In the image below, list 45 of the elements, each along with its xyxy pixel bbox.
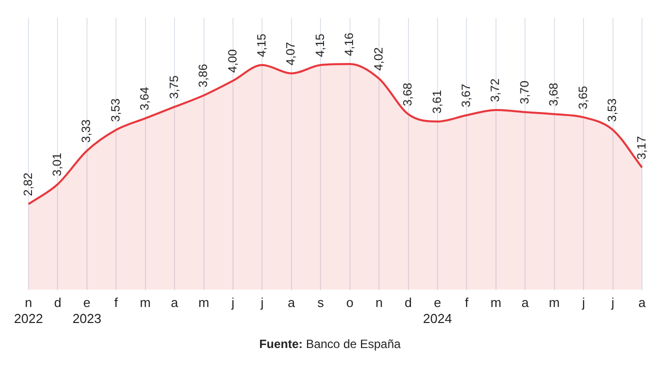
data-label: 3,72 xyxy=(488,78,502,102)
data-label: 3,70 xyxy=(517,80,532,104)
data-label: 3,75 xyxy=(166,75,181,99)
x-tick-label: j xyxy=(610,295,614,310)
x-tick-label: a xyxy=(170,295,179,310)
x-tick-label: a xyxy=(288,295,296,310)
data-label: 4,16 xyxy=(342,32,356,56)
data-label: 3,01 xyxy=(50,152,64,176)
x-tick-label: m xyxy=(548,295,560,310)
data-label: 4,00 xyxy=(225,49,240,73)
data-label: 3,61 xyxy=(430,90,444,114)
x-tick-label: f xyxy=(114,295,118,310)
data-label: 3,65 xyxy=(576,86,590,110)
data-label: 2,82 xyxy=(20,172,35,196)
x-tick-label: m xyxy=(490,295,502,310)
x-tick-label: j xyxy=(581,295,586,310)
data-label: 4,15 xyxy=(312,33,327,58)
x-tick-label: d xyxy=(54,295,62,310)
data-label: 3,68 xyxy=(400,82,415,106)
x-tick-label: d xyxy=(404,295,412,310)
x-tick-label: a xyxy=(638,295,646,310)
x-tick-label: o xyxy=(346,295,354,310)
x-tick-label: e 2024 xyxy=(423,295,452,326)
data-label: 3,68 xyxy=(546,82,561,106)
data-label: 3,17 xyxy=(634,136,648,160)
data-label: 3,53 xyxy=(605,98,620,122)
data-label: 4,02 xyxy=(371,46,386,71)
x-tick-label: n xyxy=(375,295,383,310)
data-label: 3,64 xyxy=(138,86,152,110)
x-tick-label: a xyxy=(522,295,530,310)
data-label: 4,15 xyxy=(254,33,268,58)
x-tick-label: m xyxy=(140,295,151,310)
x-tick-label: n 2022 xyxy=(14,295,43,326)
x-tick-label: j xyxy=(230,295,235,310)
x-tick-label: f xyxy=(464,295,469,310)
x-tick-label: e 2023 xyxy=(72,295,102,326)
data-label: 3,86 xyxy=(196,64,210,88)
data-label: 3,53 xyxy=(108,98,122,122)
data-label: 4,07 xyxy=(284,42,298,66)
data-label: 3,33 xyxy=(79,119,94,143)
x-tick-label: j xyxy=(260,295,264,310)
x-tick-label: s xyxy=(317,295,324,310)
data-label: 3,67 xyxy=(459,84,474,108)
x-tick-label: m xyxy=(198,295,210,310)
source-note: Fuente: Banco de España xyxy=(258,337,402,351)
